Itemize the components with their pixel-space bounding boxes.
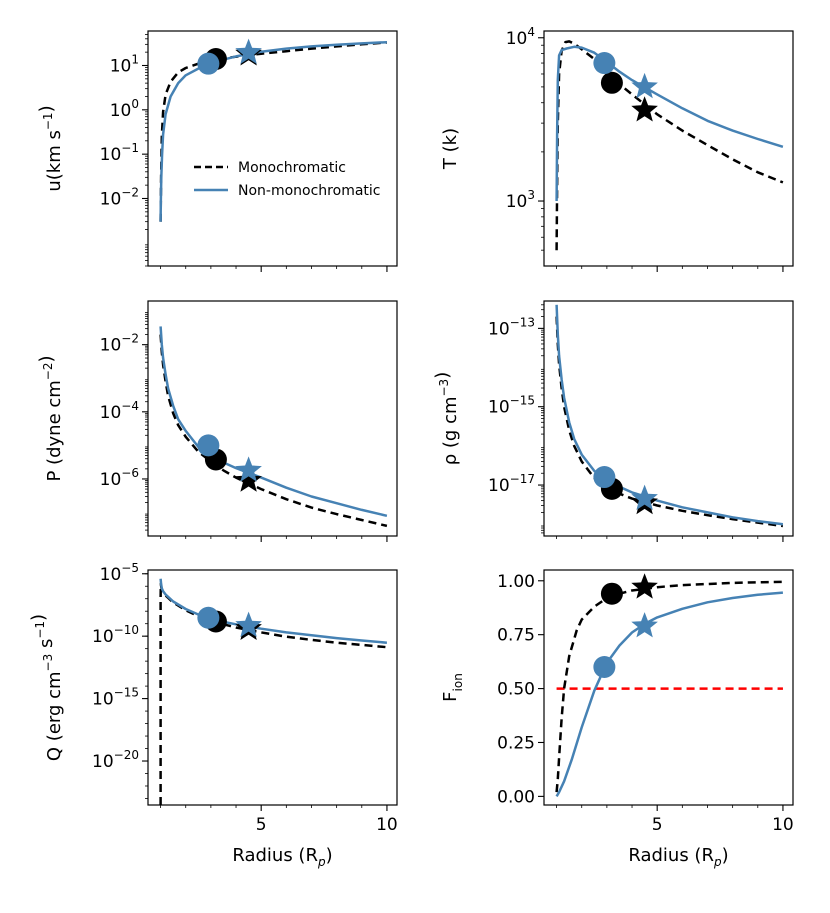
axes-frame-Q bbox=[147, 569, 398, 806]
axes-frame-rho bbox=[543, 300, 794, 537]
ytick-label: 1.00 bbox=[497, 572, 535, 592]
ylabel-u: u(km s−1) bbox=[36, 105, 65, 191]
series-line-monochromatic bbox=[555, 580, 783, 793]
sonic-point-marker-monochromatic bbox=[600, 582, 623, 605]
ytick-label: 10−15 bbox=[488, 394, 535, 418]
ytick-label: 0.75 bbox=[497, 626, 535, 646]
ytick-label: 101 bbox=[110, 52, 139, 76]
legend: Monochromatic Non-monochromatic bbox=[194, 160, 380, 199]
legend-label-monochromatic: Monochromatic bbox=[238, 160, 346, 176]
ylabel-P: P (dyne cm−2) bbox=[36, 355, 65, 481]
xtick-label: 5 bbox=[652, 815, 663, 835]
ionization-front-marker-non-monochromatic bbox=[235, 38, 262, 64]
ionization-front-marker-non-monochromatic bbox=[235, 456, 262, 482]
series-line-non-monochromatic bbox=[555, 591, 784, 798]
axes-frame-T bbox=[543, 30, 794, 267]
ionization-front-marker-non-monochromatic bbox=[631, 72, 658, 99]
ionization-front-marker-monochromatic bbox=[631, 96, 658, 122]
ytick-label: 10−15 bbox=[92, 686, 139, 710]
axes-frame-u bbox=[147, 30, 398, 267]
series-line-non-monochromatic bbox=[159, 326, 388, 518]
sonic-point-marker-monochromatic bbox=[600, 71, 623, 94]
ionization-front-marker-monochromatic bbox=[631, 573, 658, 599]
plot-area-F bbox=[555, 580, 784, 798]
ytick-label: 103 bbox=[506, 188, 535, 212]
ytick-label: 0.00 bbox=[497, 787, 535, 807]
xlabel-Q: Radius (Rp) bbox=[232, 845, 332, 869]
series-line-non-monochromatic bbox=[159, 578, 388, 644]
plot-area-T bbox=[555, 40, 784, 251]
panel-Q: 10−5 10−10 10−15 10−20 5 10 Q (erg cm−3 s−1) Ra… bbox=[28, 561, 398, 869]
series-line-non-monochromatic bbox=[555, 304, 784, 526]
sonic-point-marker-non-monochromatic bbox=[593, 466, 616, 489]
xtick-label: 5 bbox=[256, 815, 267, 835]
ylabel-F: Fion bbox=[440, 673, 465, 702]
axes-frame-P bbox=[147, 300, 398, 537]
ionization-front-marker-non-monochromatic bbox=[235, 611, 262, 637]
ytick-label: 104 bbox=[506, 25, 535, 49]
ytick-label: 10−5 bbox=[100, 561, 139, 585]
series-line-monochromatic bbox=[555, 316, 784, 528]
ytick-label: 10−20 bbox=[92, 748, 139, 772]
ionization-front-marker-monochromatic bbox=[235, 466, 262, 492]
ylabel-T: T (k) bbox=[440, 128, 461, 170]
ytick-label: 10−13 bbox=[488, 315, 535, 339]
panel-P: 10−2 10−4 10−6 P (dyne cm−2) bbox=[36, 300, 398, 542]
ytick-label: 10−1 bbox=[100, 141, 139, 165]
xtick-label: 10 bbox=[772, 815, 794, 835]
panel-F: 1.00 0.75 0.50 0.25 0.00 5 10 Fion Radius (Rp) bbox=[440, 569, 794, 869]
panel-u: 101 100 10−1 10−2 u(km s−1) bbox=[36, 30, 398, 272]
sonic-point-marker-non-monochromatic bbox=[197, 434, 220, 457]
ionization-front-marker-non-monochromatic bbox=[631, 484, 658, 510]
ytick-label: 10−17 bbox=[488, 472, 535, 496]
sonic-point-marker-non-monochromatic bbox=[593, 656, 616, 679]
panel-rho: 10−13 10−15 10−17 ρ (g cm−3) bbox=[432, 300, 794, 542]
panel-T: 104 103 T (k) bbox=[440, 25, 794, 272]
series-line-monochromatic bbox=[555, 40, 784, 251]
series-line-monochromatic bbox=[159, 582, 388, 805]
ytick-label: 0.25 bbox=[497, 733, 535, 753]
axes-frame-F bbox=[543, 569, 794, 806]
ylabel-rho: ρ (g cm−3) bbox=[432, 372, 461, 465]
ytick-label: 10−6 bbox=[100, 466, 139, 490]
ytick-label: 0.50 bbox=[497, 680, 535, 700]
ytick-label: 10−4 bbox=[100, 399, 139, 423]
legend-label-non-monochromatic: Non-monochromatic bbox=[238, 183, 380, 199]
series-line-monochromatic bbox=[159, 334, 388, 528]
sonic-point-marker-non-monochromatic bbox=[593, 52, 616, 75]
ytick-label: 10−2 bbox=[100, 332, 139, 356]
ionization-front-marker-non-monochromatic bbox=[631, 612, 658, 638]
plot-area-rho bbox=[555, 304, 784, 528]
plot-area-P bbox=[159, 326, 388, 528]
plot-area-Q bbox=[159, 578, 388, 805]
series-line-non-monochromatic bbox=[159, 40, 387, 222]
ytick-label: 100 bbox=[110, 97, 139, 121]
ylabel-Q: Q (erg cm−3 s−1) bbox=[28, 614, 65, 761]
ytick-label: 10−10 bbox=[92, 623, 139, 647]
sonic-point-marker-non-monochromatic bbox=[197, 606, 220, 629]
ytick-label: 10−2 bbox=[100, 185, 139, 209]
xtick-label: 10 bbox=[376, 815, 398, 835]
sonic-point-marker-non-monochromatic bbox=[197, 52, 220, 75]
xlabel-F: Radius (Rp) bbox=[628, 845, 728, 869]
